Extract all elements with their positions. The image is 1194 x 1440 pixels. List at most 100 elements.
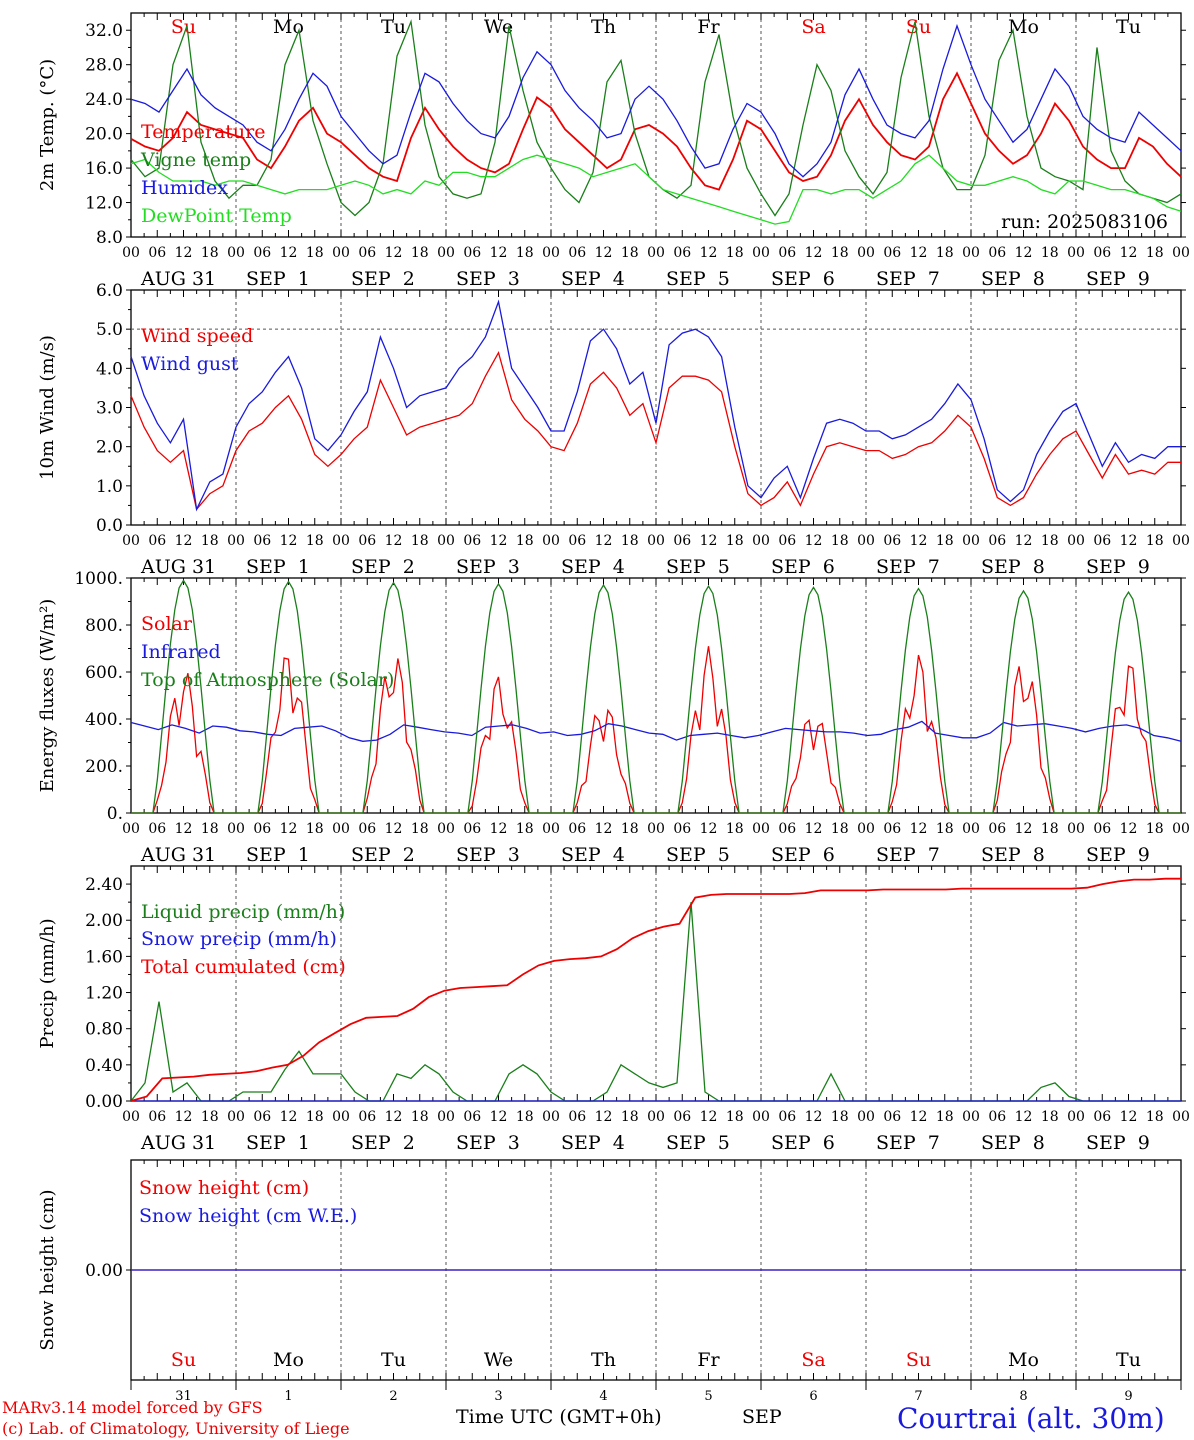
y-tick-label: 6.0 — [96, 281, 123, 301]
legend-entry: Humidex — [141, 177, 228, 199]
date-label: SEP 9 — [1086, 556, 1150, 578]
date-label: SEP 8 — [981, 844, 1045, 866]
weekday-label: Mo — [273, 16, 304, 38]
date-label: SEP 5 — [666, 268, 730, 290]
hour-tick-label: 18 — [306, 533, 324, 549]
y-tick-label: 600. — [85, 663, 123, 683]
hour-tick-label: 18 — [936, 245, 954, 261]
y-tick-label: 0.00 — [85, 1261, 123, 1281]
hour-tick-label: 12 — [385, 1109, 403, 1125]
hour-tick-label: 12 — [280, 245, 298, 261]
hour-tick-label: 06 — [358, 245, 376, 261]
hour-tick-label: 06 — [358, 821, 376, 837]
hour-tick-label: 00 — [437, 821, 455, 837]
hour-tick-label: 12 — [385, 821, 403, 837]
hour-tick-label: 18 — [1041, 245, 1059, 261]
y-tick-label: 200. — [85, 757, 123, 777]
hour-tick-label: 12 — [910, 245, 928, 261]
hour-tick-label: 12 — [490, 821, 508, 837]
y-tick-label: 16.0 — [85, 159, 123, 179]
hour-tick-label: 06 — [988, 245, 1006, 261]
date-label: SEP 6 — [771, 1132, 835, 1154]
hour-tick-label: 00 — [122, 533, 140, 549]
hour-tick-label: 00 — [227, 245, 245, 261]
panel-2: 0.0 1.0 2.0 3.0 4.0 5.0 6.0 10m Wind (m/s) 00 06 1… — [37, 281, 1190, 578]
y-tick-label: 1.60 — [85, 947, 123, 967]
date-label: SEP 9 — [1086, 1132, 1150, 1154]
hour-tick-label: 12 — [175, 1109, 193, 1125]
weekday-label: Mo — [1008, 1349, 1039, 1371]
weekday-label: We — [484, 16, 513, 38]
hour-tick-label: 06 — [253, 533, 271, 549]
day-number-label: 2 — [389, 1389, 397, 1404]
hour-tick-label: 18 — [621, 821, 639, 837]
hour-tick-label: 12 — [910, 821, 928, 837]
hour-tick-label: 06 — [1093, 821, 1111, 837]
weekday-label: Tu — [381, 1349, 406, 1371]
hour-tick-label: 06 — [1093, 533, 1111, 549]
legend-entry: Snow height (cm) — [139, 1177, 309, 1199]
date-label: SEP 3 — [456, 844, 520, 866]
hour-tick-label: 12 — [700, 245, 718, 261]
hour-tick-label: 00 — [227, 1109, 245, 1125]
hour-tick-label: 12 — [280, 1109, 298, 1125]
y-tick-label: 1.0 — [96, 477, 123, 497]
hour-tick-label: 06 — [463, 245, 481, 261]
hour-tick-label: 00 — [857, 533, 875, 549]
hour-tick-label: 18 — [726, 245, 744, 261]
date-label: SEP 4 — [561, 844, 625, 866]
hour-tick-label: 18 — [936, 533, 954, 549]
date-label: SEP 8 — [981, 1132, 1045, 1154]
y-tick-label: 0. — [107, 804, 123, 824]
hour-tick-label: 00 — [332, 245, 350, 261]
hour-tick-label: 12 — [1015, 821, 1033, 837]
legend-entry: Snow precip (mm/h) — [141, 928, 337, 950]
location-label: Courtrai (alt. 30m) — [897, 1402, 1165, 1435]
weekday-label: Th — [591, 1349, 616, 1371]
hour-tick-label: 18 — [516, 821, 534, 837]
hour-tick-label: 18 — [726, 533, 744, 549]
hour-tick-label: 12 — [1120, 533, 1138, 549]
hour-tick-label: 06 — [883, 1109, 901, 1125]
hour-tick-label: 12 — [805, 821, 823, 837]
hour-tick-label: 00 — [752, 533, 770, 549]
day-number-label: 8 — [1019, 1389, 1027, 1404]
date-label: SEP 3 — [456, 1132, 520, 1154]
legend-entry: Wind speed — [141, 325, 253, 347]
hour-tick-label: 06 — [883, 533, 901, 549]
hour-tick-label: 00 — [962, 821, 980, 837]
hour-tick-label: 06 — [883, 821, 901, 837]
date-label: SEP 5 — [666, 844, 730, 866]
legend-entry: Wind gust — [141, 353, 239, 375]
time-axis-label: Time UTC (GMT+0h) — [456, 1406, 662, 1428]
hour-tick-label: 00 — [962, 1109, 980, 1125]
hour-tick-label: 18 — [831, 1109, 849, 1125]
y-tick-label: 24.0 — [85, 90, 123, 110]
series-line-wind-speed — [130, 351, 1181, 511]
date-label: SEP 1 — [246, 556, 310, 578]
hour-tick-label: 06 — [148, 533, 166, 549]
weekday-label: Sa — [801, 16, 825, 38]
hour-tick-label: 12 — [595, 245, 613, 261]
day-number-label: 31 — [175, 1389, 192, 1404]
hour-tick-label: 12 — [280, 533, 298, 549]
month-label: SEP — [742, 1406, 782, 1428]
hour-tick-label: 18 — [621, 1109, 639, 1125]
hour-tick-label: 06 — [988, 533, 1006, 549]
hour-tick-label: 00 — [1172, 533, 1190, 549]
hour-tick-label: 18 — [936, 821, 954, 837]
hour-tick-label: 18 — [726, 821, 744, 837]
date-label: SEP 4 — [561, 556, 625, 578]
hour-tick-label: 00 — [122, 821, 140, 837]
date-label: SEP 1 — [246, 1132, 310, 1154]
y-tick-label: 0.40 — [85, 1056, 123, 1076]
hour-tick-label: 18 — [201, 533, 219, 549]
date-label: AUG 31 — [140, 844, 216, 866]
hour-tick-label: 00 — [122, 1109, 140, 1125]
hour-tick-label: 00 — [647, 533, 665, 549]
y-tick-label: 1.20 — [85, 984, 123, 1004]
weekday-label: Mo — [1008, 16, 1039, 38]
hour-tick-label: 18 — [201, 1109, 219, 1125]
hour-tick-label: 18 — [411, 821, 429, 837]
hour-tick-label: 12 — [595, 821, 613, 837]
